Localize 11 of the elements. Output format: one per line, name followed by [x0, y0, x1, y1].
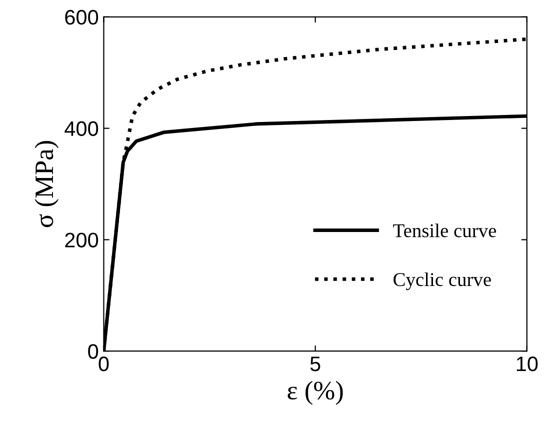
legend-label: Tensile curve	[393, 224, 496, 238]
y-tick-label: 400	[64, 121, 98, 136]
y-tick-label: 600	[65, 10, 98, 25]
x-tick-label: 0	[98, 356, 109, 372]
x-tick-label: 10	[516, 356, 538, 372]
y-tick-label: 200	[65, 232, 98, 248]
x-tick-label: 5	[310, 356, 320, 372]
y-axis-title: σ (MPa)	[34, 141, 59, 228]
y-tick-label: 0	[88, 344, 98, 359]
x-axis-title: ε (%)	[288, 380, 343, 405]
legend-label: Cyclic curve	[394, 272, 491, 290]
